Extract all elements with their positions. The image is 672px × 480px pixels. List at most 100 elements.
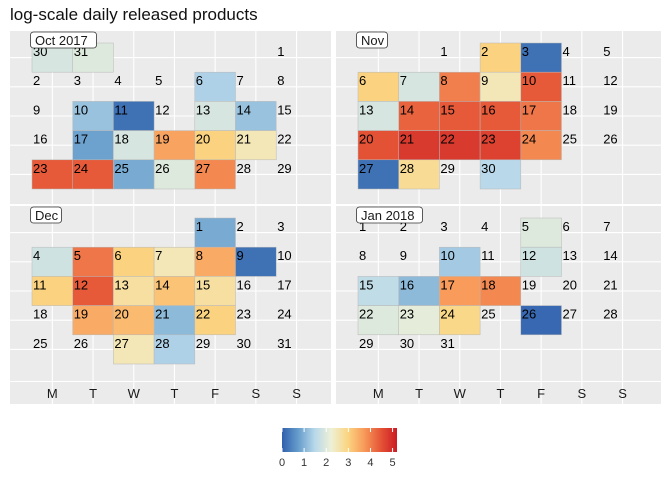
day-cell (520, 130, 562, 161)
day-number-label: 19 (603, 102, 617, 117)
day-number-label: 28 (400, 161, 414, 176)
day-number-label: 22 (196, 307, 210, 322)
day-number-label: 24 (522, 132, 536, 147)
day-number-label: 15 (196, 277, 210, 292)
day-number-label: 3 (522, 44, 529, 59)
day-number-label: 14 (237, 102, 251, 117)
day-number-label: 2 (237, 219, 244, 234)
month-strip (356, 31, 388, 49)
day-cell (194, 130, 236, 161)
weekday-label: S (252, 386, 261, 401)
day-cell (439, 130, 481, 161)
day-cell (31, 159, 73, 190)
day-cell (194, 159, 236, 190)
day-number-label: 30 (237, 336, 251, 351)
day-cell (235, 130, 277, 161)
weekday-label: S (292, 386, 301, 401)
day-cell (398, 130, 440, 161)
month-label: Nov (361, 33, 385, 48)
day-number-label: 10 (277, 248, 291, 263)
day-number-label: 5 (74, 248, 81, 263)
weekday-label: T (89, 386, 97, 401)
day-number-label: 4 (563, 44, 570, 59)
day-cell (113, 276, 155, 306)
day-number-label: 3 (74, 73, 81, 88)
day-number-label: 9 (237, 248, 244, 263)
day-cell (479, 276, 522, 306)
weekday-label: W (454, 386, 467, 401)
weekday-label: F (537, 386, 545, 401)
day-number-label: 6 (359, 73, 366, 88)
day-cell (357, 130, 399, 161)
axis-strip-background (10, 382, 331, 404)
weekday-label: T (415, 386, 423, 401)
day-number-label: 18 (563, 102, 577, 117)
day-number-label: 8 (196, 248, 203, 263)
day-cell (357, 305, 399, 336)
day-number-label: 21 (603, 277, 617, 292)
weekday-label: F (211, 386, 219, 401)
day-number-label: 21 (155, 307, 169, 322)
day-number-label: 13 (359, 102, 373, 117)
day-number-label: 5 (155, 73, 162, 88)
weekday-label: T (170, 386, 178, 401)
day-number-label: 10 (522, 73, 536, 88)
day-number-label: 17 (277, 277, 291, 292)
day-number-label: 8 (359, 248, 366, 263)
day-cell (194, 305, 236, 336)
day-number-label: 6 (563, 219, 570, 234)
day-cell (153, 130, 196, 161)
day-number-label: 30 (400, 336, 414, 351)
day-number-label: 15 (277, 102, 291, 117)
day-number-label: 20 (114, 307, 128, 322)
day-cell (153, 305, 196, 336)
day-number-label: 12 (74, 277, 88, 292)
day-cell (153, 159, 196, 190)
day-cell (398, 159, 440, 190)
weekday-label: T (496, 386, 504, 401)
day-number-label: 11 (481, 248, 495, 263)
day-number-label: 10 (440, 248, 454, 263)
day-number-label: 12 (603, 73, 617, 88)
day-number-label: 4 (33, 248, 40, 263)
day-number-label: 12 (155, 102, 169, 117)
day-cell (153, 334, 196, 365)
day-number-label: 8 (440, 73, 447, 88)
day-cell (479, 71, 522, 102)
day-number-label: 16 (400, 277, 414, 292)
day-number-label: 14 (155, 277, 169, 292)
day-number-label: 31 (440, 336, 454, 351)
day-number-label: 23 (237, 307, 251, 322)
weekday-label: W (128, 386, 141, 401)
legend-tick-label: 2 (323, 457, 329, 469)
day-cell (357, 276, 399, 306)
day-number-label: 24 (440, 307, 454, 322)
day-number-label: 14 (603, 248, 617, 263)
legend-tick-label: 3 (345, 457, 351, 469)
day-number-label: 11 (114, 102, 128, 117)
day-number-label: 13 (114, 277, 128, 292)
legend-colorbar (282, 428, 397, 452)
day-number-label: 11 (33, 277, 47, 292)
day-number-label: 1 (196, 219, 203, 234)
day-number-label: 21 (400, 132, 414, 147)
day-number-label: 7 (400, 73, 407, 88)
day-number-label: 30 (481, 161, 495, 176)
day-number-label: 17 (74, 132, 88, 147)
day-number-label: 16 (481, 102, 495, 117)
legend-tick-label: 1 (301, 457, 307, 469)
day-cell (72, 276, 114, 306)
day-cell (113, 101, 155, 131)
day-number-label: 19 (74, 307, 88, 322)
day-cell (439, 101, 481, 131)
day-number-label: 1 (440, 44, 447, 59)
day-cell (113, 334, 155, 365)
day-number-label: 28 (603, 307, 617, 322)
day-number-label: 16 (237, 277, 251, 292)
day-cell (113, 246, 155, 277)
legend-tick-label: 5 (390, 457, 396, 469)
day-number-label: 31 (277, 336, 291, 351)
